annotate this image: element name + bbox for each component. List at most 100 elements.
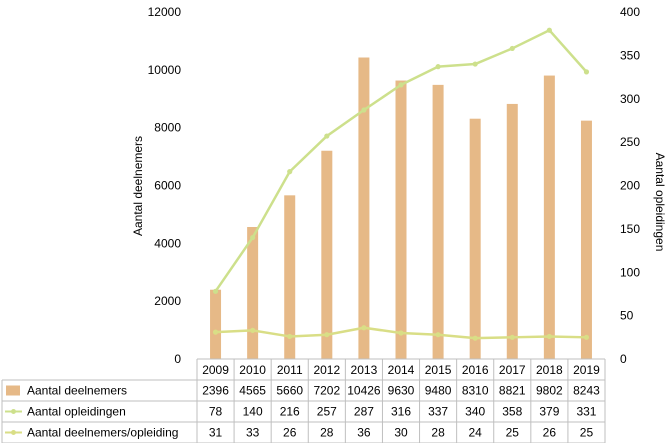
- data-label: 33: [246, 426, 260, 440]
- left-tick-label: 0: [174, 352, 181, 366]
- data-label: 340: [465, 405, 485, 419]
- data-label: 4565: [239, 384, 266, 398]
- data-label: 28: [320, 426, 334, 440]
- line-point: [583, 334, 590, 340]
- data-label: 25: [506, 426, 520, 440]
- line-point: [398, 82, 404, 88]
- data-label: 337: [428, 405, 448, 419]
- line-point: [324, 332, 330, 338]
- line-point: [546, 27, 552, 33]
- category-label: 2013: [351, 363, 378, 377]
- category-label: 2014: [388, 363, 415, 377]
- line-point: [398, 330, 404, 336]
- data-label: 379: [539, 405, 559, 419]
- left-axis-title: Aantal deelnemers: [131, 136, 145, 236]
- series-label: Aantal opleidingen: [27, 405, 126, 419]
- category-label: 2019: [573, 363, 600, 377]
- data-label: 9802: [536, 384, 563, 398]
- data-label: 287: [354, 405, 374, 419]
- line-series: [212, 27, 590, 341]
- data-label: 78: [209, 405, 223, 419]
- data-label: 28: [431, 426, 445, 440]
- line-point: [250, 234, 256, 241]
- data-label: 358: [502, 405, 522, 419]
- line-point: [287, 333, 293, 340]
- line-point: [583, 69, 590, 75]
- data-label: 8310: [462, 384, 489, 398]
- line-point: [509, 45, 515, 52]
- line-point: [250, 327, 256, 333]
- right-axis-ticks: 0 50 100 150 200 250 300 350 400: [620, 5, 640, 366]
- series-label: Aantal deelnemers: [27, 384, 127, 398]
- right-tick-label: 400: [620, 5, 640, 19]
- right-tick-label: 350: [620, 48, 640, 62]
- data-label: 316: [391, 405, 411, 419]
- right-tick-label: 0: [620, 352, 627, 366]
- data-label: 140: [243, 405, 263, 419]
- bar-aantal-deelnemers: [284, 195, 296, 359]
- left-tick-label: 12000: [148, 5, 182, 19]
- category-label: 2015: [425, 363, 452, 377]
- bar-aantal-deelnemers: [395, 80, 407, 359]
- bar-aantal-deelnemers: [506, 103, 518, 359]
- category-label: 2012: [313, 363, 340, 377]
- right-tick-label: 150: [620, 222, 640, 236]
- bar-aantal-deelnemers: [210, 289, 222, 359]
- category-label: 2009: [202, 363, 229, 377]
- left-tick-label: 4000: [154, 236, 181, 250]
- category-label: 2017: [499, 363, 526, 377]
- series-label: Aantal deelnemers/opleiding: [27, 426, 178, 440]
- bar-aantal-deelnemers: [469, 118, 481, 359]
- data-label: 7202: [313, 384, 340, 398]
- bar-aantal-deelnemers: [543, 75, 555, 359]
- bar-aantal-deelnemers: [321, 150, 333, 359]
- legend-key-bar: [6, 385, 20, 396]
- line-point: [212, 288, 219, 294]
- bar-series: [210, 57, 592, 360]
- left-tick-label: 10000: [148, 63, 182, 77]
- data-label: 8243: [573, 384, 600, 398]
- data-label: 26: [543, 426, 557, 440]
- bar-aantal-deelnemers: [358, 57, 370, 359]
- line-point: [361, 325, 367, 331]
- right-tick-label: 250: [620, 135, 640, 149]
- legend-key-marker: [11, 409, 16, 414]
- data-label: 9630: [388, 384, 415, 398]
- line-point: [472, 61, 478, 67]
- data-label: 8821: [499, 384, 526, 398]
- line-point: [287, 169, 293, 175]
- left-tick-label: 2000: [154, 294, 181, 308]
- line-point: [435, 332, 441, 338]
- legend-key-marker: [11, 430, 16, 435]
- bar-aantal-deelnemers: [247, 226, 259, 359]
- line-point: [546, 333, 552, 340]
- data-label: 2396: [202, 384, 229, 398]
- data-label: 9480: [425, 384, 452, 398]
- data-label: 31: [209, 426, 223, 440]
- right-tick-label: 100: [620, 265, 640, 279]
- data-label: 216: [280, 405, 300, 419]
- data-label: 257: [317, 405, 337, 419]
- line-point: [361, 107, 367, 113]
- line-point: [435, 64, 441, 70]
- left-tick-label: 6000: [154, 179, 181, 193]
- data-label: 26: [283, 426, 297, 440]
- data-label: 331: [576, 405, 596, 419]
- right-tick-label: 50: [620, 309, 634, 323]
- data-label: 10426: [347, 384, 381, 398]
- category-label: 2010: [239, 363, 266, 377]
- data-table: 2009 2010 2011 2012 2013 2014 2015 2016 2017 2018…: [1, 358, 606, 443]
- right-axis-title: Aantal opleidingen: [653, 153, 667, 252]
- data-label: 24: [469, 426, 483, 440]
- category-label: 2016: [462, 363, 489, 377]
- bar-aantal-deelnemers: [432, 84, 444, 360]
- bar-aantal-deelnemers: [580, 120, 592, 359]
- data-label: 30: [394, 426, 408, 440]
- left-axis-ticks: 0 2000 4000 6000 8000 10000 12000: [148, 5, 182, 366]
- line-point: [212, 329, 219, 335]
- right-tick-label: 300: [620, 92, 640, 106]
- category-label: 2018: [536, 363, 563, 377]
- right-tick-label: 200: [620, 179, 640, 193]
- line-point: [324, 133, 330, 139]
